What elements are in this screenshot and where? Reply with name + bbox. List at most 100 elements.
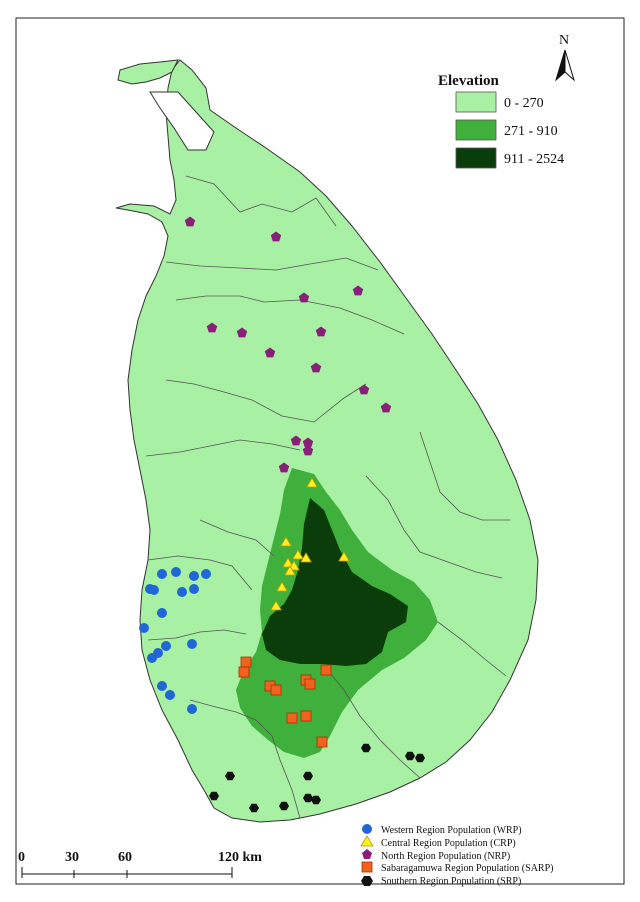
legend-marker-nrp: [362, 849, 372, 859]
site-marker-srp: [405, 751, 415, 761]
site-marker-nrp: [290, 435, 302, 446]
north-arrow-icon: [555, 49, 566, 82]
legend-item-sarp: Sabaragamuwa Region Population (SARP): [361, 861, 553, 874]
site-marker-sarp: [300, 710, 312, 722]
legend-item-srp: Southern Region Population (SRP): [361, 876, 521, 887]
site-marker-crp: [338, 551, 350, 562]
scale-tick-label-120: 120 km: [218, 850, 262, 865]
site-marker-nrp: [236, 327, 248, 338]
legend-label-sarp: Sabaragamuwa Region Population (SARP): [381, 863, 553, 874]
site-marker-sarp: [238, 666, 250, 678]
site-marker-sarp: [286, 712, 298, 724]
boundary-north-2: [165, 257, 379, 271]
site-marker-nrp: [264, 347, 276, 358]
site-marker-srp: [209, 791, 219, 801]
population-legend: Western Region Population (WRP) Central …: [360, 824, 553, 887]
site-marker-wrp: [201, 569, 211, 579]
site-marker-nrp: [358, 384, 370, 395]
boundary-mid-1: [165, 379, 367, 423]
site-marker-crp: [292, 549, 304, 560]
site-marker-nrp: [310, 362, 322, 373]
site-marker-wrp: [157, 681, 167, 691]
boundary-north-3: [175, 295, 405, 335]
site-marker-wrp: [157, 608, 167, 618]
north-arrow: N: [555, 33, 575, 82]
site-marker-wrp: [189, 584, 199, 594]
site-marker-wrp: [171, 567, 181, 577]
boundary-south-2: [323, 665, 421, 779]
legend-marker-sarp: [361, 861, 373, 873]
site-marker-nrp: [302, 445, 314, 456]
scale-tick-label-60: 60: [118, 850, 132, 865]
site-marker-crp: [282, 557, 294, 568]
site-marker-nrp: [206, 322, 218, 333]
district-boundaries: [145, 175, 510, 819]
legend-label-srp: Southern Region Population (SRP): [381, 876, 521, 887]
site-marker-srp: [311, 795, 321, 805]
site-marker-nrp: [352, 285, 364, 296]
site-marker-wrp: [187, 639, 197, 649]
site-marker-nrp: [184, 216, 196, 227]
legend-label-crp: Central Region Population (CRP): [381, 838, 516, 849]
site-marker-srp: [415, 753, 425, 763]
site-marker-wrp: [147, 653, 157, 663]
high-elevation-zone: [262, 498, 408, 666]
site-marker-srp: [303, 793, 313, 803]
boundary-east-3: [437, 621, 507, 677]
sri-lanka-landmass: [115, 59, 539, 823]
boundary-mid-2: [145, 439, 301, 457]
site-marker-wrp: [189, 571, 199, 581]
jaffna-peninsula: [117, 59, 179, 85]
site-marker-srp: [361, 743, 371, 753]
legend-title: Elevation: [438, 73, 499, 89]
site-marker-nrp: [278, 462, 290, 473]
boundary-east-2: [365, 475, 503, 579]
site-marker-nrp: [380, 402, 392, 413]
island-outline: [115, 59, 539, 823]
site-marker-crp: [280, 536, 292, 547]
site-marker-wrp: [139, 623, 149, 633]
site-marker-sarp: [270, 684, 282, 696]
legend-swatch-high: [455, 147, 497, 169]
elevation-legend: Elevation 0 - 270 271 - 910 911 - 2524: [438, 73, 564, 169]
legend-marker-wrp: [362, 824, 372, 834]
site-marker-sarp: [320, 664, 332, 676]
site-marker-sarp: [304, 678, 316, 690]
site-marker-srp: [225, 771, 235, 781]
site-marker-wrp: [161, 641, 171, 651]
boundary-west-1: [147, 555, 253, 591]
legend-label-wrp: Western Region Population (WRP): [381, 825, 522, 836]
scale-tick-label-0: 0: [18, 850, 25, 865]
site-marker-srp: [303, 771, 313, 781]
site-marker-nrp: [270, 231, 282, 242]
legend-item-nrp: North Region Population (NRP): [362, 849, 510, 862]
scale-tick-label-30: 30: [65, 850, 79, 865]
site-marker-sarp: [316, 736, 328, 748]
site-marker-wrp: [187, 704, 197, 714]
legend-swatch-mid: [455, 119, 497, 141]
map-border: [15, 17, 625, 885]
site-marker-nrp: [298, 292, 310, 303]
site-marker-wrp: [157, 569, 167, 579]
site-marker-crp: [306, 477, 318, 488]
northern-lagoon: [149, 91, 215, 151]
north-arrow-icon-right: [564, 49, 575, 82]
boundary-west-2: [147, 629, 247, 641]
north-arrow-label: N: [559, 33, 569, 48]
legend-swatch-low: [455, 91, 497, 113]
site-marker-srp: [279, 801, 289, 811]
legend-label-low: 0 - 270: [504, 96, 544, 111]
site-marker-crp: [276, 581, 288, 592]
site-marker-nrp: [315, 326, 327, 337]
boundary-north-1: [185, 175, 337, 227]
site-marker-crp: [284, 565, 296, 576]
boundary-central-1: [199, 519, 275, 557]
legend-label-nrp: North Region Population (NRP): [381, 851, 510, 862]
site-marker-crp: [300, 552, 312, 563]
legend-item-wrp: Western Region Population (WRP): [362, 824, 522, 836]
site-marker-srp: [249, 803, 259, 813]
legend-marker-srp: [361, 876, 373, 886]
site-marker-wrp: [165, 690, 175, 700]
